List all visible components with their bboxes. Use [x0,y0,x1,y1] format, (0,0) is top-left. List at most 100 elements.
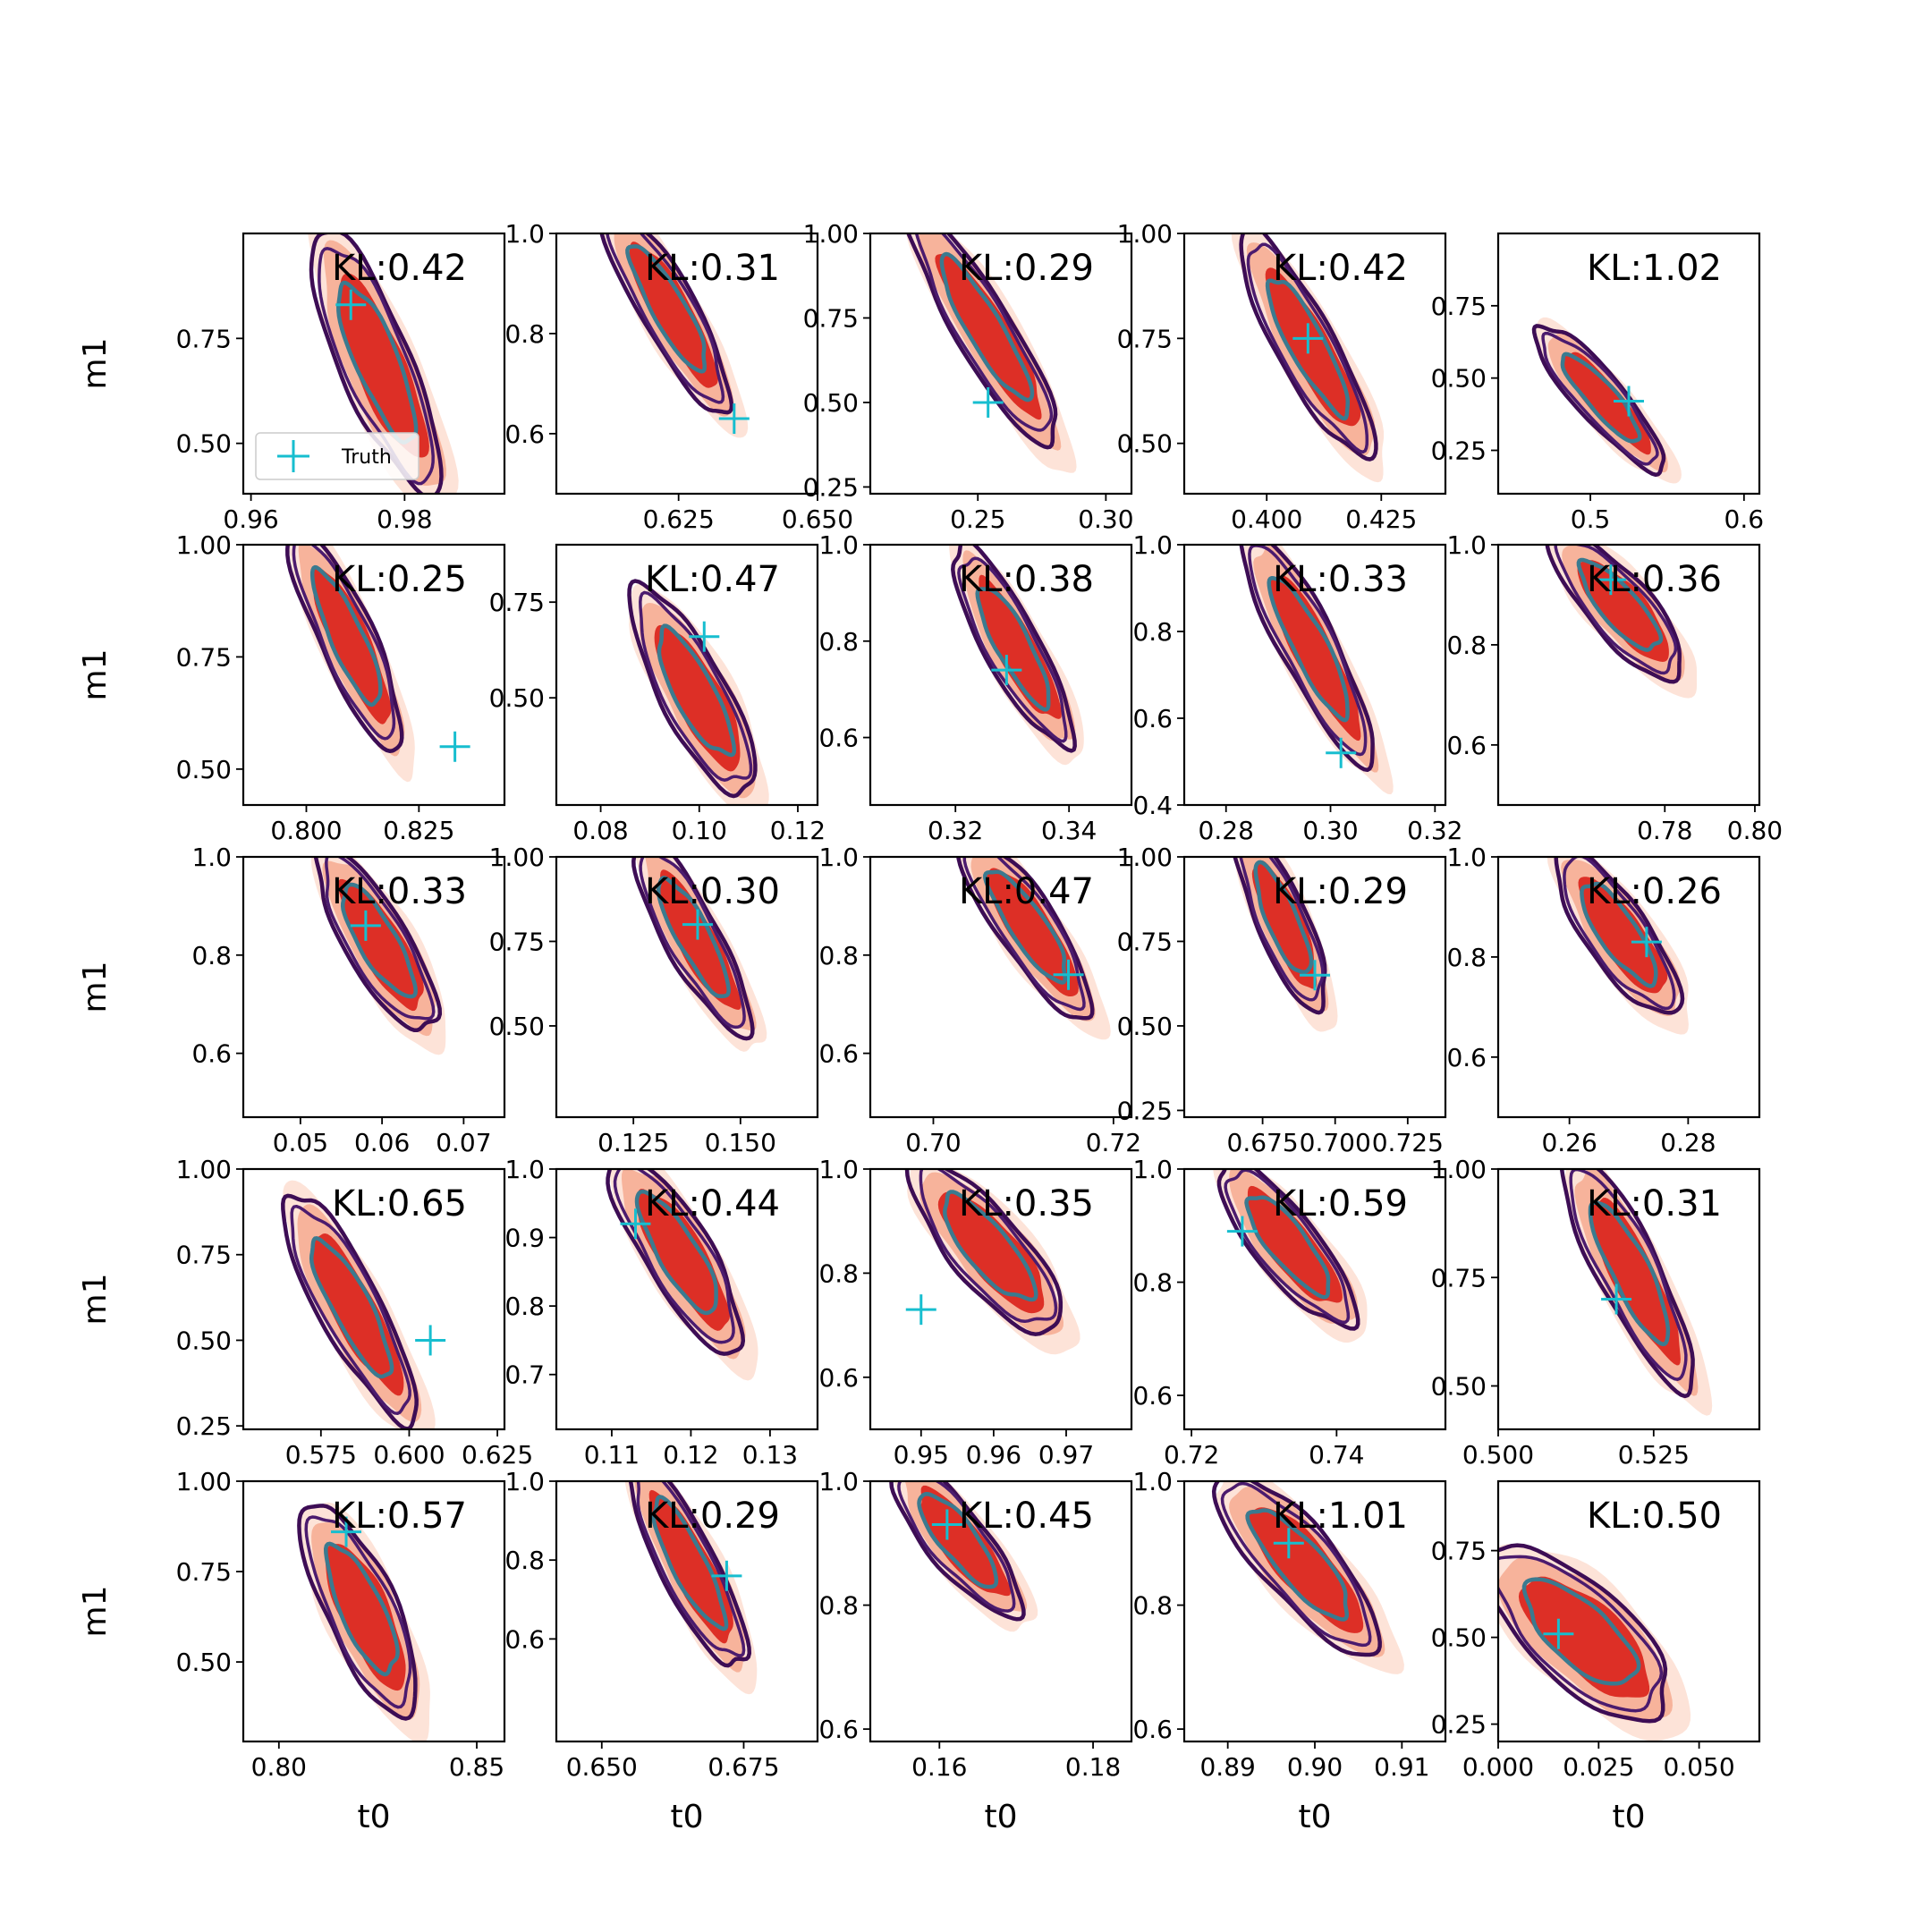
y-tick-label: 0.50 [489,1012,545,1041]
kl-label: KL:0.30 [645,871,780,912]
x-tick-label: 0.32 [928,816,983,845]
axes-frame [1496,1479,1761,1743]
kl-label: KL:0.33 [332,871,467,912]
axes-frame [555,1479,819,1743]
subplot-15: 0.26 0.28 0.6 0.8 1.0 KL:0.26 [1446,843,1761,1157]
posterior-contour-outer [1531,324,1666,478]
density-contours [1233,857,1338,1032]
axes-frame [1182,1167,1447,1431]
truth-marker [331,1516,362,1547]
y-tick-label: 0.75 [803,303,859,333]
density-contours [1559,1169,1713,1416]
y-tick-label: 0.6 [191,1039,232,1069]
posterior-contour-outer [297,1504,418,1721]
y-tick-label: 1.0 [504,1467,545,1496]
subplot-7: 0.08 0.10 0.12 0.50 0.75 KL:0.47 [489,543,826,845]
x-tick-label: 0.16 [911,1752,967,1782]
density-contours [1546,857,1689,1035]
reference-density-inner [935,252,1042,420]
posterior-contour-mid [1224,1169,1351,1325]
reference-density-inner [325,1544,406,1691]
y-tick-label: 0.6 [1446,731,1487,760]
subplot-19: 0.72 0.74 0.6 0.8 1.0 KL:0.59 [1132,1155,1447,1470]
kl-label: KL:0.26 [1587,871,1722,912]
posterior-contour-outer [281,1193,419,1429]
density-contours [624,1481,758,1695]
reference-density-inner [1265,267,1361,427]
x-tick-label: 0.90 [1287,1752,1343,1782]
reference-density-inner [1562,352,1651,455]
y-tick-label: 0.4 [1132,791,1173,820]
y-tick-label: 0.50 [1117,1012,1173,1041]
y-tick-label: 0.50 [176,429,232,459]
axes-frame [869,232,1133,496]
posterior-contour-inner [1245,1508,1350,1622]
posterior-contour-mid [613,1169,735,1344]
x-tick-label: 0.26 [1541,1128,1597,1157]
x-tick-label: 0.80 [251,1752,307,1782]
kl-label: KL:0.45 [959,1496,1094,1537]
y-tick-label: 1.00 [176,1155,232,1184]
posterior-contour-outer [1211,1481,1382,1657]
subplot-10: 0.78 0.80 0.6 0.8 1.0 KL:0.36 [1446,530,1783,845]
y-tick-label: 1.0 [1132,1155,1173,1184]
x-tick-label: 0.78 [1637,816,1692,845]
posterior-contour-inner [1521,1577,1641,1686]
subplot-8: 0.32 0.34 0.6 0.8 1.0 KL:0.38 [818,530,1133,845]
truth-marker [1300,960,1330,991]
y-tick-label: 0.6 [1132,1715,1173,1744]
y-tick-label: 0.75 [489,588,545,617]
x-axis-label: t0 [984,1799,1017,1835]
density-contours [1213,1169,1368,1343]
y-tick-label: 0.6 [818,1715,859,1744]
kl-label: KL:0.44 [645,1183,780,1224]
y-tick-label: 0.8 [1132,617,1173,647]
axes-frame [242,1479,506,1743]
truth-marker [1595,564,1626,596]
kl-label: KL:0.29 [959,248,1094,289]
legend: Truth [255,432,419,480]
y-tick-label: 0.8 [504,1546,545,1575]
posterior-contour-mid [636,1481,746,1657]
truth-marker [620,1208,651,1240]
y-tick-label: 0.50 [1431,1623,1487,1653]
subplot-12: 0.125 0.150 0.50 0.75 1.00 KL:0.30 [489,843,819,1157]
kl-label: KL:0.31 [645,248,780,289]
y-tick-label: 0.8 [1446,631,1487,660]
y-tick-label: 1.0 [818,843,859,872]
kl-label: KL:0.36 [1587,559,1722,600]
kl-label: KL:0.59 [1273,1183,1408,1224]
x-tick-label: 0.89 [1199,1752,1255,1782]
x-tick-label: 0.96 [223,504,278,534]
posterior-contour-outer [904,1169,1063,1336]
x-tick-label: 0.625 [462,1440,533,1470]
y-tick-label: 1.00 [489,843,545,872]
y-tick-label: 1.0 [818,1467,859,1496]
posterior-contour-inner [323,1541,400,1677]
y-tick-label: 0.6 [1132,1381,1173,1411]
density-contours [1498,1543,1691,1741]
y-tick-label: 0.50 [489,683,545,713]
x-tick-label: 0.675 [708,1752,779,1782]
posterior-contour-inner [917,1491,999,1589]
y-tick-label: 1.0 [1446,843,1487,872]
posterior-contour-outer [628,1481,752,1668]
posterior-contour-mid [639,590,753,782]
subplot-14: 0.675 0.700 0.725 0.25 0.50 0.75 1.00 KL:0.29 [1117,843,1447,1157]
subplot-17: 0.11 0.12 0.13 0.7 0.8 0.9 1.0 KL:0.44 [504,1155,819,1470]
reference-density-inner [654,624,741,772]
x-tick-label: 0.13 [742,1440,798,1470]
truth-marker [1601,1284,1632,1315]
subplot-11: 0.05 0.06 0.07 0.6 0.8 1.0 KL:0.33 m1 [77,843,506,1157]
truth-marker [1053,959,1084,990]
y-tick-label: 0.50 [1431,364,1487,394]
y-tick-label: 0.8 [818,941,859,970]
reference-density-inner [659,869,741,1010]
reference-density-inner [1268,575,1361,741]
subplot-16: 0.575 0.600 0.625 0.25 0.50 0.75 1.00 KL:0.65 m1 [77,1155,533,1470]
subplot-3: 0.25 0.30 0.25 0.50 0.75 1.00 KL:0.29 [803,219,1134,534]
y-tick-label: 0.8 [1446,943,1487,972]
density-contours [956,857,1111,1040]
posterior-contour-mid [290,1204,411,1416]
x-tick-label: 0.400 [1231,504,1302,534]
